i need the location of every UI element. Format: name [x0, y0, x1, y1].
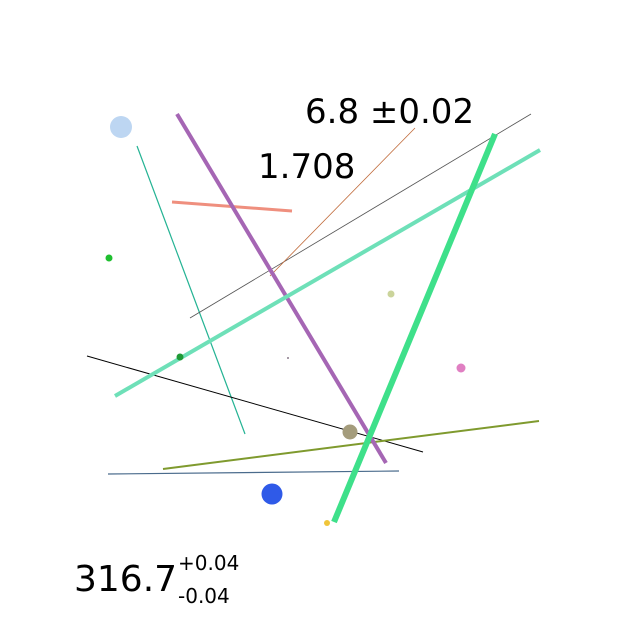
marker-yellow [324, 520, 330, 526]
value-label-a: 6.8 ±0.02 [305, 92, 475, 132]
line-steel [107, 470, 400, 475]
line-grey [189, 113, 532, 319]
marker-pale-olive [387, 290, 395, 298]
marker-dark-green [176, 353, 184, 361]
marker-pink [456, 363, 466, 373]
line-purple [175, 112, 388, 465]
value-label-b: 1.708 [258, 147, 356, 187]
line-olive [162, 420, 540, 470]
marker-tiny-grey [287, 357, 289, 359]
value-label-c: 316.7 [74, 559, 178, 600]
marker-green [105, 254, 113, 262]
value-label-c-plus: +0.04 [178, 551, 240, 575]
line-thick-green [331, 132, 498, 524]
marker-light-blue [110, 116, 132, 138]
line-orange-brown [269, 127, 416, 277]
marker-blue [261, 483, 283, 505]
line-teal [136, 145, 246, 435]
value-label-c-minus: -0.04 [178, 584, 230, 608]
marker-tan [342, 424, 358, 440]
